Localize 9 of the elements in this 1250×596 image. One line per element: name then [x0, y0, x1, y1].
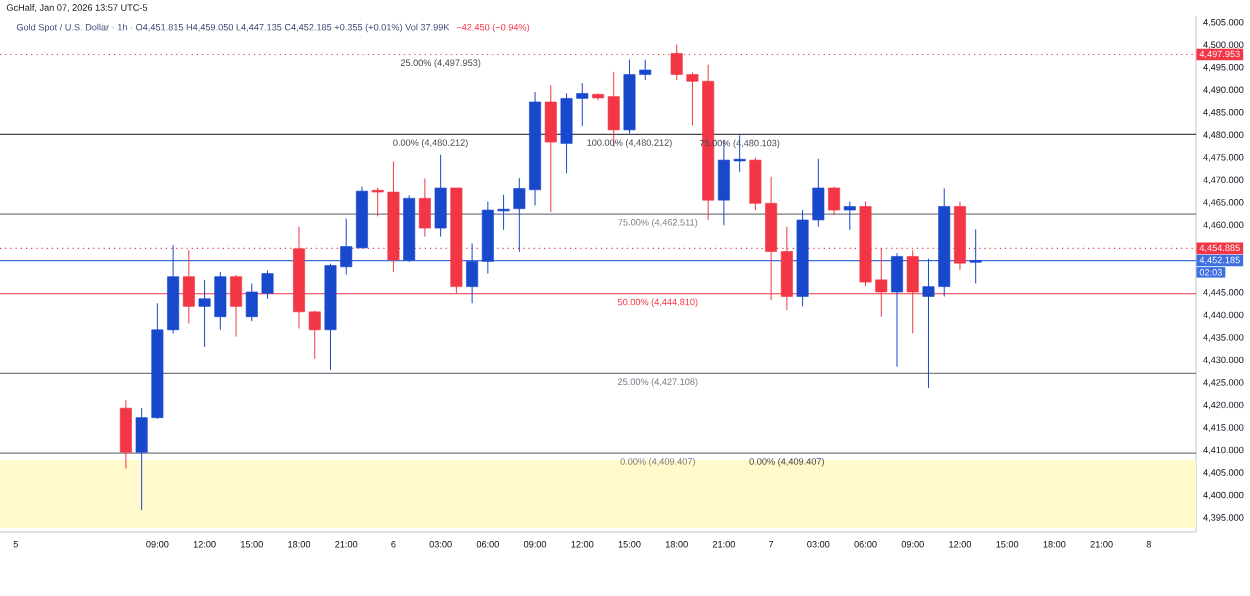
candlestick — [843, 201, 856, 231]
candlestick — [418, 178, 431, 238]
candlestick — [891, 252, 903, 368]
candlestick — [969, 228, 982, 284]
candlestick — [828, 186, 841, 216]
candlestick — [466, 242, 479, 304]
candlestick — [119, 399, 132, 470]
candlestick — [434, 154, 447, 238]
candlestick — [544, 84, 557, 213]
